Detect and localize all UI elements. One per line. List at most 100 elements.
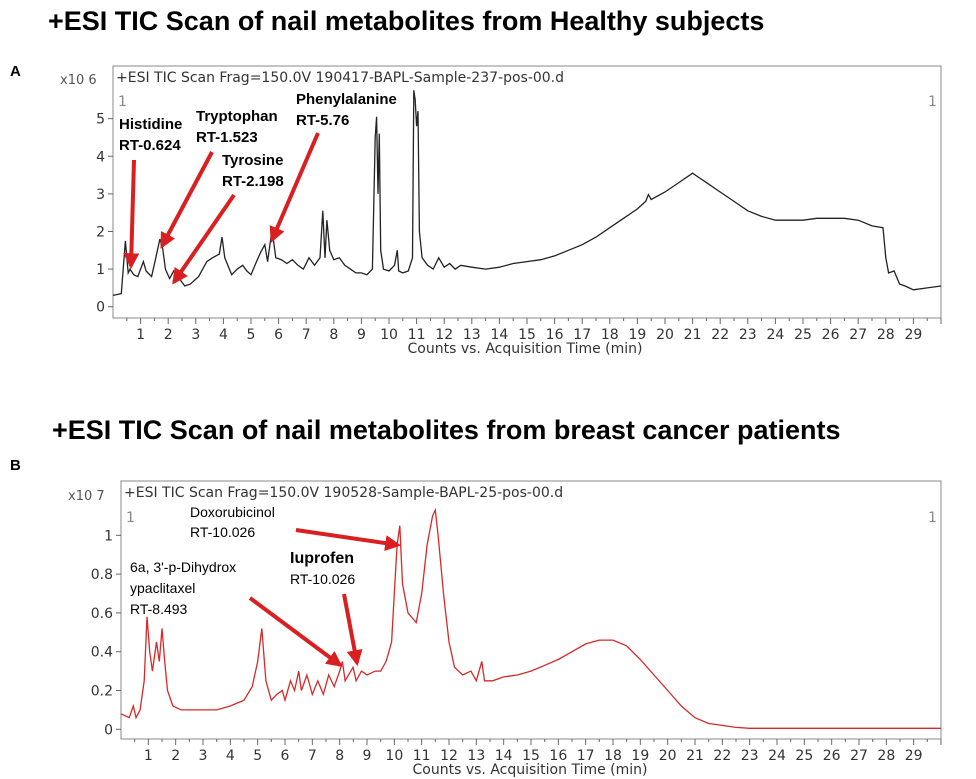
panel-a-x-tick-label: 10 [380, 327, 398, 343]
panel-a-y-tick-label: 0 [96, 300, 105, 316]
panel-a-x-tick-label: 19 [628, 327, 646, 343]
panel-a-x-tick-label: 28 [877, 327, 895, 343]
anno-paclitaxel-name-1: 6a, 3'-p-Dihydrox [130, 559, 236, 575]
panel-b-y-tick-label: 0.8 [91, 567, 113, 583]
panel-b-tic-line [120, 507, 941, 729]
panel-b-x-label: Counts vs. Acquisition Time (min) [413, 762, 648, 778]
panel-a-x-tick-label: 6 [274, 327, 283, 343]
panel-b-x-tick-label: 7 [308, 748, 317, 764]
panel-b-corner-right: 1 [928, 510, 937, 526]
panel-a-x-tick-label: 23 [739, 327, 757, 343]
panel-b-x-tick-label: 12 [440, 748, 458, 764]
panel-b-y-tick-label: 0 [104, 722, 113, 738]
panel-a-y-tick-label: 2 [96, 224, 105, 240]
arrow-histidine [123, 159, 140, 270]
panel-a-x-tick-label: 25 [794, 327, 812, 343]
panel-b-title: +ESI TIC Scan of nail metabolites from b… [52, 415, 840, 445]
anno-paclitaxel-name-2: ypaclitaxel [130, 580, 195, 596]
panel-a-x-tick-label: 13 [463, 327, 481, 343]
panel-a-y-tick-label: 3 [96, 187, 105, 203]
anno-tyrosine-rt: RT-2.198 [222, 173, 284, 190]
anno-tryptophan-rt: RT-1.523 [196, 129, 258, 146]
arrow-iuprofen [342, 593, 363, 667]
panel-a-x-tick-label: 7 [302, 327, 311, 343]
panel-a-x-tick-label: 18 [601, 327, 619, 343]
panel-b-y-tick-label: 1 [104, 528, 113, 544]
panel-a-x-label: Counts vs. Acquisition Time (min) [408, 341, 643, 357]
panel-a-x-tick-label: 5 [247, 327, 256, 343]
panel-b-letter: B [10, 457, 21, 474]
anno-histidine-name: Histidine [119, 116, 182, 133]
panel-a-x-tick-label: 21 [684, 327, 702, 343]
panel-b-x-tick-label: 10 [385, 748, 403, 764]
panel-b-x-tick-label: 22 [713, 748, 731, 764]
panel-b-x-axis: 1 2 3 4 5 6 7 8 9 10 11 12 13 14 15 16 17 18 19 20 21 22 23 24 2… [134, 739, 942, 764]
anno-doxorubicinol-rt: RT-10.026 [190, 524, 255, 540]
panel-a-x-tick-label: 16 [546, 327, 564, 343]
panel-a-plot-frame [112, 65, 942, 319]
anno-doxorubicinol-name: Doxorubicinol [190, 504, 275, 520]
panel-a-letter: A [10, 63, 21, 80]
panel-a-y-axis: 0 1 2 3 4 5 [96, 112, 113, 316]
panel-b-y-axis: 0 0.2 0.4 0.6 0.8 1 [91, 528, 121, 738]
panel-b-x-tick-label: 18 [604, 748, 622, 764]
panel-a-y-multiplier: x10 6 [60, 73, 97, 88]
panel-b-y-tick-label: 0.6 [91, 606, 113, 622]
anno-phenylalanine-rt: RT-5.76 [296, 112, 349, 129]
anno-paclitaxel-rt: RT-8.493 [130, 601, 188, 617]
panel-b-x-tick-label: 14 [495, 748, 513, 764]
panel-b-x-tick-label: 4 [226, 748, 235, 764]
panel-a-title: +ESI TIC Scan of nail metabolites from H… [48, 6, 764, 36]
panel-a-x-tick-label: 24 [766, 327, 784, 343]
panel-a-header: +ESI TIC Scan Frag=150.0V 190417-BAPL-Sa… [116, 70, 564, 86]
panel-b-x-tick-label: 19 [631, 748, 649, 764]
panel-a-tic-line [112, 90, 942, 297]
panel-b-x-tick-label: 1 [144, 748, 153, 764]
panel-a-x-axis: 1 2 3 4 5 6 7 8 9 10 11 12 13 14 15 16 17 18 19 20 21 22 23 24 2… [126, 318, 942, 343]
panel-b-y-multiplier: x10 7 [68, 489, 105, 504]
arrow-paclitaxel [248, 596, 343, 667]
panel-a-x-tick-label: 2 [164, 327, 173, 343]
arrow-tyrosine [172, 193, 236, 285]
anno-tyrosine-name: Tyrosine [222, 152, 283, 169]
panel-b-header: +ESI TIC Scan Frag=150.0V 190528-Sample-… [124, 485, 563, 501]
panel-b-x-tick-label: 24 [768, 748, 786, 764]
panel-b-x-tick-label: 11 [413, 748, 431, 764]
arrow-doxorubicinol [295, 528, 402, 552]
panel-b: +ESI TIC Scan of nail metabolites from b… [10, 415, 942, 778]
panel-a-x-tick-label: 12 [435, 327, 453, 343]
panel-b-x-tick-label: 5 [253, 748, 262, 764]
panel-a-x-tick-label: 9 [357, 327, 366, 343]
panel-b-x-tick-label: 9 [363, 748, 372, 764]
panel-a-corner-left: 1 [118, 94, 127, 110]
panel-b-x-tick-label: 25 [795, 748, 813, 764]
panel-b-x-tick-label: 23 [741, 748, 759, 764]
panel-b-y-tick-label: 0.2 [91, 684, 113, 700]
panel-a-x-tick-label: 14 [490, 327, 508, 343]
anno-iuprofen-rt: RT-10.026 [290, 571, 355, 587]
panel-b-x-tick-label: 21 [686, 748, 704, 764]
panel-a-corner-right: 1 [928, 94, 937, 110]
panel-b-x-tick-label: 8 [335, 748, 344, 764]
panel-a-x-tick-label: 1 [136, 327, 145, 343]
panel-b-corner-left: 1 [126, 510, 135, 526]
panel-b-x-tick-label: 20 [659, 748, 677, 764]
panel-b-x-tick-label: 27 [850, 748, 868, 764]
panel-b-x-tick-label: 2 [171, 748, 180, 764]
panel-a-x-tick-label: 26 [822, 327, 840, 343]
panel-a-y-tick-label: 5 [96, 112, 105, 128]
panel-b-x-tick-label: 16 [549, 748, 567, 764]
panel-b-x-tick-label: 29 [905, 748, 923, 764]
panel-b-x-tick-label: 13 [467, 748, 485, 764]
panel-b-x-tick-label: 26 [823, 748, 841, 764]
panel-a-x-tick-label: 17 [573, 327, 591, 343]
arrow-tryptophan [160, 151, 214, 249]
panel-a-x-tick-label: 4 [219, 327, 228, 343]
anno-phenylalanine-name: Phenylalanine [296, 91, 397, 108]
panel-b-x-tick-label: 28 [877, 748, 895, 764]
arrow-phenylalanine [269, 132, 320, 243]
anno-tryptophan-name: Tryptophan [196, 108, 278, 125]
panel-a-y-tick-label: 1 [96, 262, 105, 278]
panel-b-y-tick-label: 0.4 [91, 645, 113, 661]
